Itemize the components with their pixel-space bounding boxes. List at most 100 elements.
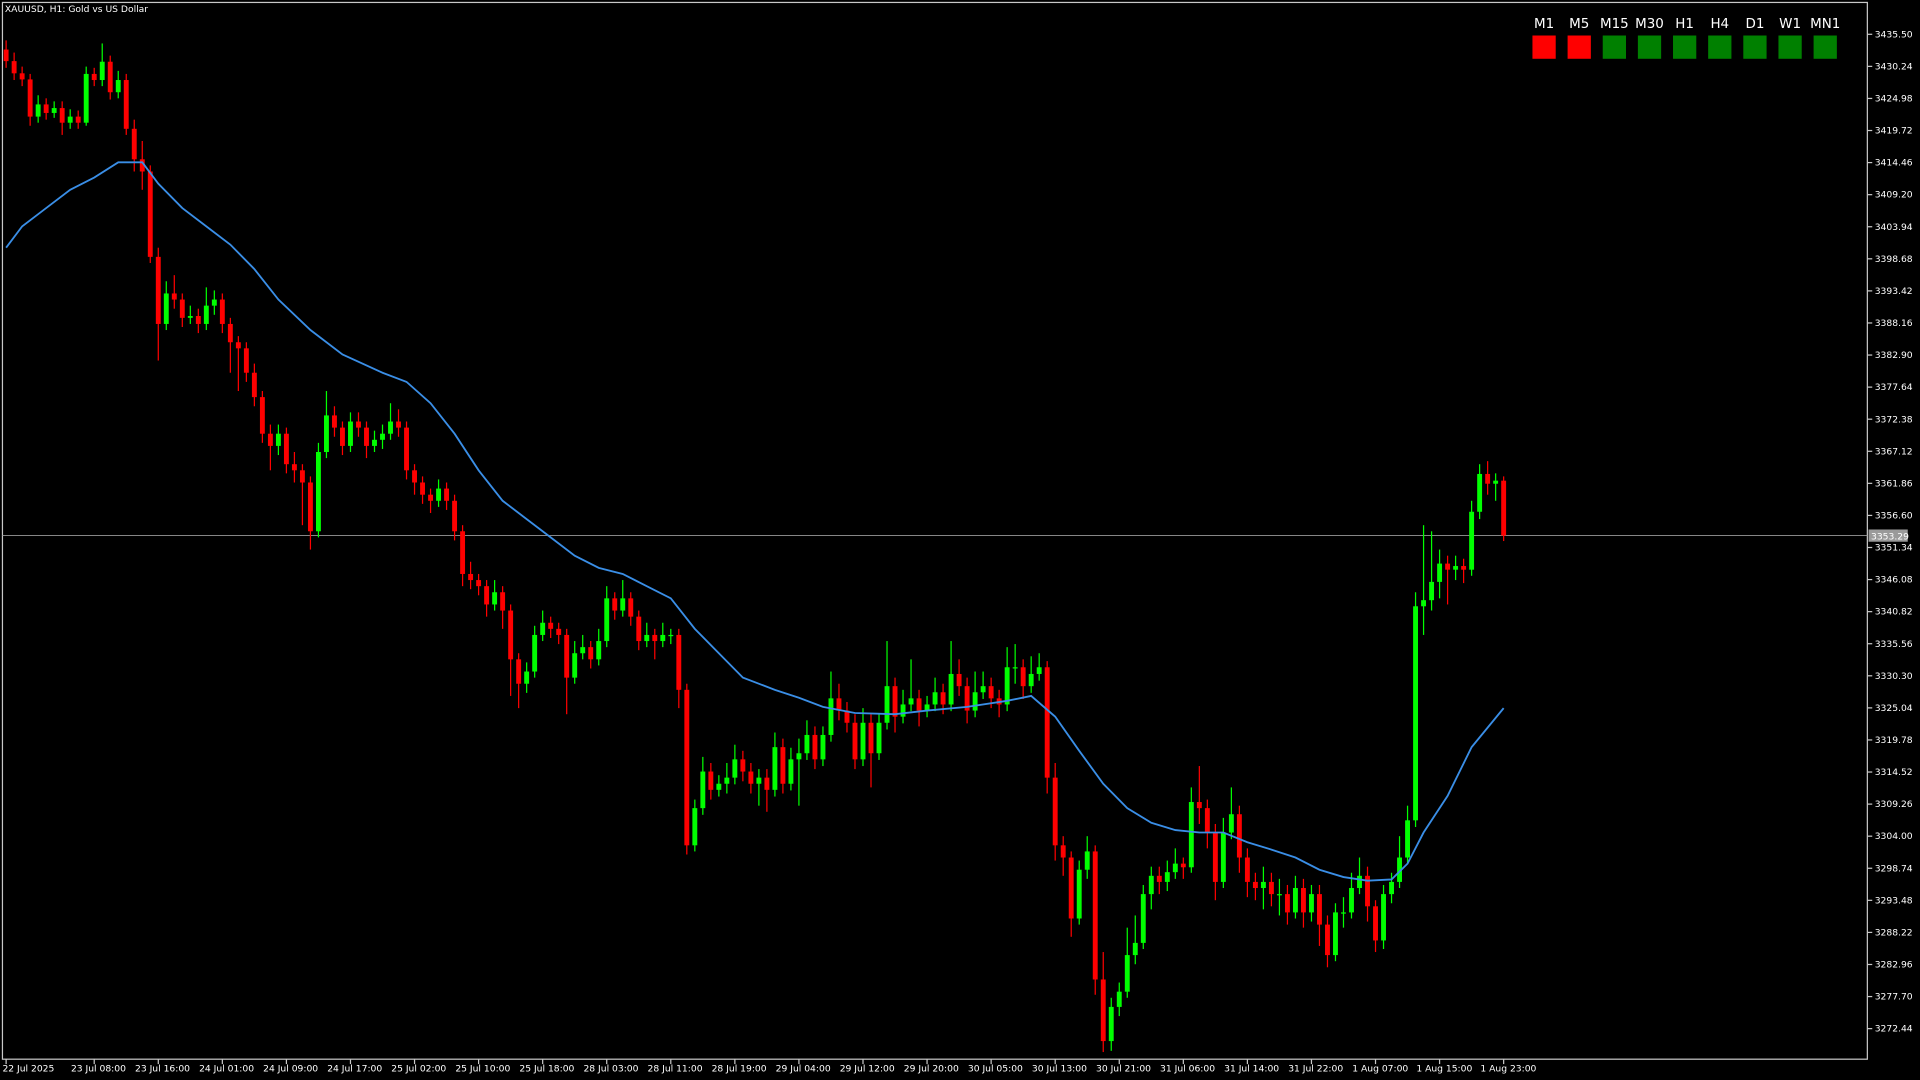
candle-body bbox=[836, 698, 842, 711]
y-tick-label: 3377.64 bbox=[1875, 382, 1913, 393]
candle-body bbox=[1276, 894, 1282, 896]
y-tick-label: 3309.26 bbox=[1875, 799, 1913, 810]
y-tick-label: 3435.50 bbox=[1875, 29, 1913, 40]
candle-body bbox=[820, 734, 826, 760]
candle-body bbox=[299, 470, 305, 483]
timeframe-label: M5 bbox=[1569, 17, 1589, 32]
candle-body bbox=[115, 80, 121, 93]
candle-body bbox=[1268, 881, 1274, 895]
timeframe-status bbox=[1743, 35, 1767, 59]
candle-body bbox=[868, 722, 874, 754]
candle-body bbox=[1477, 473, 1483, 512]
candle-body bbox=[468, 573, 474, 581]
candle-body bbox=[508, 610, 514, 660]
y-tick-label: 3361.86 bbox=[1875, 478, 1913, 489]
candle-body bbox=[708, 771, 714, 790]
y-tick-label: 3398.68 bbox=[1875, 254, 1913, 265]
y-tick-label: 3293.48 bbox=[1875, 895, 1913, 906]
y-tick-label: 3277.70 bbox=[1875, 992, 1913, 1003]
x-tick-label: 28 Jul 03:00 bbox=[583, 1063, 638, 1074]
candle-body bbox=[251, 372, 257, 398]
candle-body bbox=[19, 73, 25, 80]
x-tick-label: 24 Jul 09:00 bbox=[263, 1063, 318, 1074]
candle-body bbox=[380, 433, 385, 440]
candle-body bbox=[131, 128, 137, 160]
candle-body bbox=[243, 348, 249, 373]
x-tick-label: 28 Jul 19:00 bbox=[712, 1063, 767, 1074]
candle-body bbox=[83, 73, 89, 123]
candle-body bbox=[1028, 673, 1034, 687]
candle-body bbox=[780, 747, 786, 784]
candle-body bbox=[1453, 566, 1459, 570]
x-tick-label: 31 Jul 22:00 bbox=[1288, 1063, 1343, 1074]
candle-body bbox=[748, 771, 754, 784]
candle-body bbox=[291, 464, 297, 471]
x-tick-label: 25 Jul 10:00 bbox=[455, 1063, 510, 1074]
candle-body bbox=[652, 634, 658, 642]
candle-body bbox=[283, 433, 289, 465]
candle-body bbox=[1124, 955, 1130, 992]
candle-body bbox=[540, 622, 546, 635]
y-tick-label: 3367.12 bbox=[1875, 446, 1913, 457]
candle-body bbox=[1212, 832, 1218, 882]
candle-body bbox=[700, 771, 706, 809]
candle-body bbox=[884, 686, 890, 723]
candle-body bbox=[227, 323, 233, 343]
candle-body bbox=[1236, 814, 1242, 858]
candle-body bbox=[548, 622, 554, 629]
candle-body bbox=[1445, 563, 1451, 570]
candle-body bbox=[211, 299, 217, 306]
x-tick-label: 1 Aug 23:00 bbox=[1480, 1063, 1536, 1074]
candle-body bbox=[516, 659, 522, 684]
candle-body bbox=[1469, 511, 1475, 570]
y-tick-label: 3382.90 bbox=[1875, 350, 1913, 361]
candle-body bbox=[107, 61, 113, 93]
timeframe-label: M15 bbox=[1600, 17, 1629, 32]
candle-body bbox=[1036, 667, 1042, 674]
x-tick-label: 29 Jul 12:00 bbox=[840, 1063, 895, 1074]
timeframe-label: H4 bbox=[1710, 17, 1729, 32]
x-tick-label: 24 Jul 01:00 bbox=[199, 1063, 254, 1074]
candle-body bbox=[1284, 894, 1290, 913]
candle-body bbox=[43, 104, 49, 113]
candle-body bbox=[796, 753, 802, 760]
candle-body bbox=[155, 256, 161, 324]
candle-body bbox=[1164, 872, 1170, 882]
y-tick-label: 3335.56 bbox=[1875, 639, 1913, 650]
y-tick-label: 3372.38 bbox=[1875, 414, 1913, 425]
candle-body bbox=[1365, 875, 1370, 907]
candle-body bbox=[1004, 667, 1010, 705]
candle-body bbox=[1172, 863, 1178, 873]
timeframe-label: W1 bbox=[1779, 17, 1801, 32]
candle-body bbox=[356, 421, 361, 428]
candle-body bbox=[1100, 979, 1106, 1042]
candle-body bbox=[876, 722, 882, 754]
candle-body bbox=[684, 689, 690, 846]
candle-body bbox=[956, 673, 962, 687]
candle-body bbox=[852, 722, 858, 760]
y-tick-label: 3314.52 bbox=[1875, 767, 1913, 778]
candle-body bbox=[572, 653, 578, 678]
candle-body bbox=[916, 698, 922, 711]
candle-body bbox=[1485, 473, 1491, 484]
y-tick-label: 3272.44 bbox=[1875, 1024, 1913, 1035]
candle-body bbox=[11, 61, 17, 74]
candle-body bbox=[27, 79, 33, 117]
plot bbox=[2, 40, 1868, 1053]
candle-body bbox=[692, 808, 698, 846]
candle-body bbox=[892, 686, 898, 717]
candle-body bbox=[267, 433, 273, 446]
candle-body bbox=[1421, 600, 1427, 607]
moving-average bbox=[5, 161, 1505, 882]
candle-body bbox=[1260, 881, 1266, 889]
x-tick-label: 22 Jul 2025 bbox=[2, 1063, 54, 1074]
candle-body bbox=[676, 634, 682, 690]
timeframe-status bbox=[1778, 35, 1802, 59]
timeframe-status bbox=[1602, 35, 1626, 59]
candle-body bbox=[1405, 820, 1410, 858]
candle-body bbox=[1068, 857, 1074, 919]
candle-body bbox=[307, 482, 313, 532]
candle-body bbox=[1309, 894, 1314, 913]
candle-body bbox=[436, 488, 442, 501]
